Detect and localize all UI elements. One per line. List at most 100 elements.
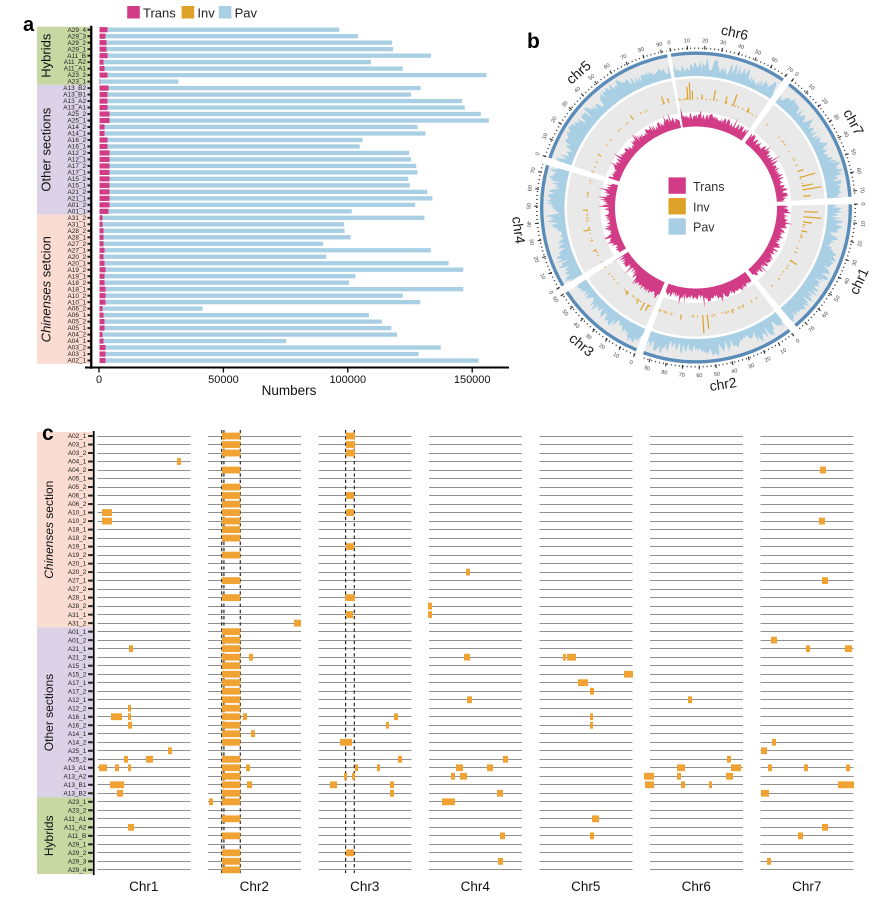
- svg-text:A03_2: A03_2: [68, 345, 87, 352]
- svg-text:0: 0: [667, 40, 671, 46]
- svg-text:A21_1: A21_1: [68, 646, 87, 653]
- svg-text:A29_3: A29_3: [68, 858, 87, 865]
- svg-text:50: 50: [714, 371, 721, 378]
- svg-text:A18_1: A18_1: [68, 286, 87, 293]
- svg-text:40: 40: [574, 86, 583, 95]
- svg-text:10: 10: [612, 352, 620, 360]
- svg-text:A01_2: A01_2: [68, 202, 87, 209]
- svg-text:A23_1: A23_1: [68, 79, 87, 86]
- svg-text:A06_1: A06_1: [68, 493, 87, 500]
- svg-text:A16_1: A16_1: [68, 144, 87, 151]
- svg-text:0: 0: [795, 338, 801, 345]
- svg-text:A21_1: A21_1: [68, 195, 87, 202]
- svg-text:0: 0: [547, 290, 554, 296]
- svg-text:10: 10: [861, 221, 868, 228]
- svg-text:Chr5: Chr5: [571, 879, 600, 894]
- svg-text:A29_4: A29_4: [68, 867, 87, 874]
- svg-text:A03_1: A03_1: [68, 351, 87, 358]
- svg-text:40: 40: [572, 321, 581, 330]
- svg-text:A18_2: A18_2: [68, 535, 87, 542]
- svg-text:A29_4: A29_4: [68, 27, 87, 34]
- svg-text:A01_1: A01_1: [68, 208, 87, 215]
- svg-text:A10_2: A10_2: [68, 518, 87, 525]
- svg-text:20: 20: [550, 116, 558, 124]
- svg-text:Hybrids: Hybrids: [42, 815, 56, 856]
- svg-text:A04_1: A04_1: [68, 338, 87, 345]
- svg-text:10: 10: [538, 273, 546, 281]
- svg-text:0: 0: [535, 152, 542, 157]
- svg-text:A04_2: A04_2: [68, 332, 87, 339]
- svg-text:60: 60: [551, 296, 559, 304]
- svg-text:A12_1: A12_1: [68, 157, 87, 164]
- svg-text:A27_1: A27_1: [68, 578, 87, 585]
- svg-text:A28_2: A28_2: [68, 228, 87, 235]
- svg-text:50: 50: [527, 203, 533, 209]
- svg-text:Chr4: Chr4: [461, 879, 491, 894]
- svg-text:70: 70: [808, 326, 817, 335]
- svg-text:10: 10: [779, 347, 787, 355]
- svg-text:60: 60: [855, 167, 862, 174]
- svg-text:A06_2: A06_2: [68, 306, 87, 313]
- svg-text:20: 20: [532, 256, 540, 264]
- svg-text:A29_1: A29_1: [68, 46, 87, 53]
- svg-text:A29_2: A29_2: [68, 40, 87, 47]
- svg-text:70: 70: [858, 187, 865, 194]
- svg-text:100000: 100000: [329, 374, 366, 386]
- svg-text:a: a: [23, 14, 35, 36]
- svg-text:40: 40: [525, 221, 532, 228]
- svg-text:chr2: chr2: [708, 374, 738, 394]
- svg-text:40: 40: [841, 130, 849, 138]
- svg-text:A27_2: A27_2: [68, 241, 87, 248]
- svg-text:A15_2: A15_2: [68, 176, 87, 183]
- svg-text:b: b: [527, 30, 540, 53]
- svg-text:A21_2: A21_2: [68, 654, 87, 661]
- svg-text:A28_2: A28_2: [68, 603, 87, 610]
- svg-text:A16_2: A16_2: [68, 137, 87, 144]
- svg-text:50: 50: [849, 148, 857, 156]
- svg-text:A11_B: A11_B: [67, 53, 86, 60]
- svg-text:0: 0: [859, 202, 865, 205]
- svg-text:A04_1: A04_1: [68, 459, 87, 466]
- svg-text:A16_2: A16_2: [68, 722, 87, 729]
- svg-text:20: 20: [702, 38, 708, 44]
- svg-text:A17_1: A17_1: [68, 170, 87, 177]
- svg-text:A10_1: A10_1: [68, 510, 87, 517]
- svg-text:A28_1: A28_1: [68, 595, 87, 602]
- svg-text:A15_1: A15_1: [68, 182, 87, 189]
- svg-text:A25_1: A25_1: [68, 748, 87, 755]
- svg-text:chr4: chr4: [509, 216, 528, 245]
- svg-text:A19_2: A19_2: [68, 267, 87, 274]
- svg-text:A12_2: A12_2: [68, 705, 87, 712]
- svg-text:Chinenses setcion: Chinenses setcion: [38, 236, 53, 342]
- svg-text:30: 30: [527, 239, 534, 246]
- svg-text:Other sections: Other sections: [42, 674, 56, 751]
- svg-text:A01_2: A01_2: [68, 637, 87, 644]
- svg-text:A31_1: A31_1: [68, 221, 87, 228]
- svg-text:A25_2: A25_2: [68, 756, 87, 763]
- svg-text:A17_2: A17_2: [68, 688, 87, 695]
- svg-text:A14_1: A14_1: [68, 131, 87, 138]
- svg-text:A06_1: A06_1: [68, 312, 87, 319]
- svg-text:10: 10: [541, 133, 549, 141]
- svg-text:A23_1: A23_1: [68, 799, 87, 806]
- svg-text:Trans: Trans: [693, 180, 725, 194]
- svg-text:A29_1: A29_1: [68, 841, 87, 848]
- svg-text:A05_2: A05_2: [68, 484, 87, 491]
- svg-text:70: 70: [678, 372, 685, 378]
- svg-text:A11_A1: A11_A1: [64, 66, 87, 73]
- svg-text:A15_2: A15_2: [68, 671, 87, 678]
- svg-text:0: 0: [793, 71, 799, 78]
- svg-text:A25_1: A25_1: [68, 118, 87, 125]
- svg-text:A10_2: A10_2: [68, 293, 87, 300]
- svg-text:A15_1: A15_1: [68, 663, 87, 670]
- svg-text:50: 50: [588, 73, 597, 82]
- svg-text:10: 10: [684, 38, 690, 44]
- svg-text:Numbers: Numbers: [262, 383, 317, 398]
- svg-text:70: 70: [786, 66, 794, 74]
- svg-text:20: 20: [764, 356, 772, 364]
- svg-text:A18_1: A18_1: [68, 527, 87, 534]
- svg-text:A13_B2: A13_B2: [64, 790, 87, 797]
- svg-text:A13_A1: A13_A1: [63, 105, 86, 112]
- svg-text:A13_A2: A13_A2: [64, 773, 87, 780]
- svg-text:80: 80: [637, 46, 645, 54]
